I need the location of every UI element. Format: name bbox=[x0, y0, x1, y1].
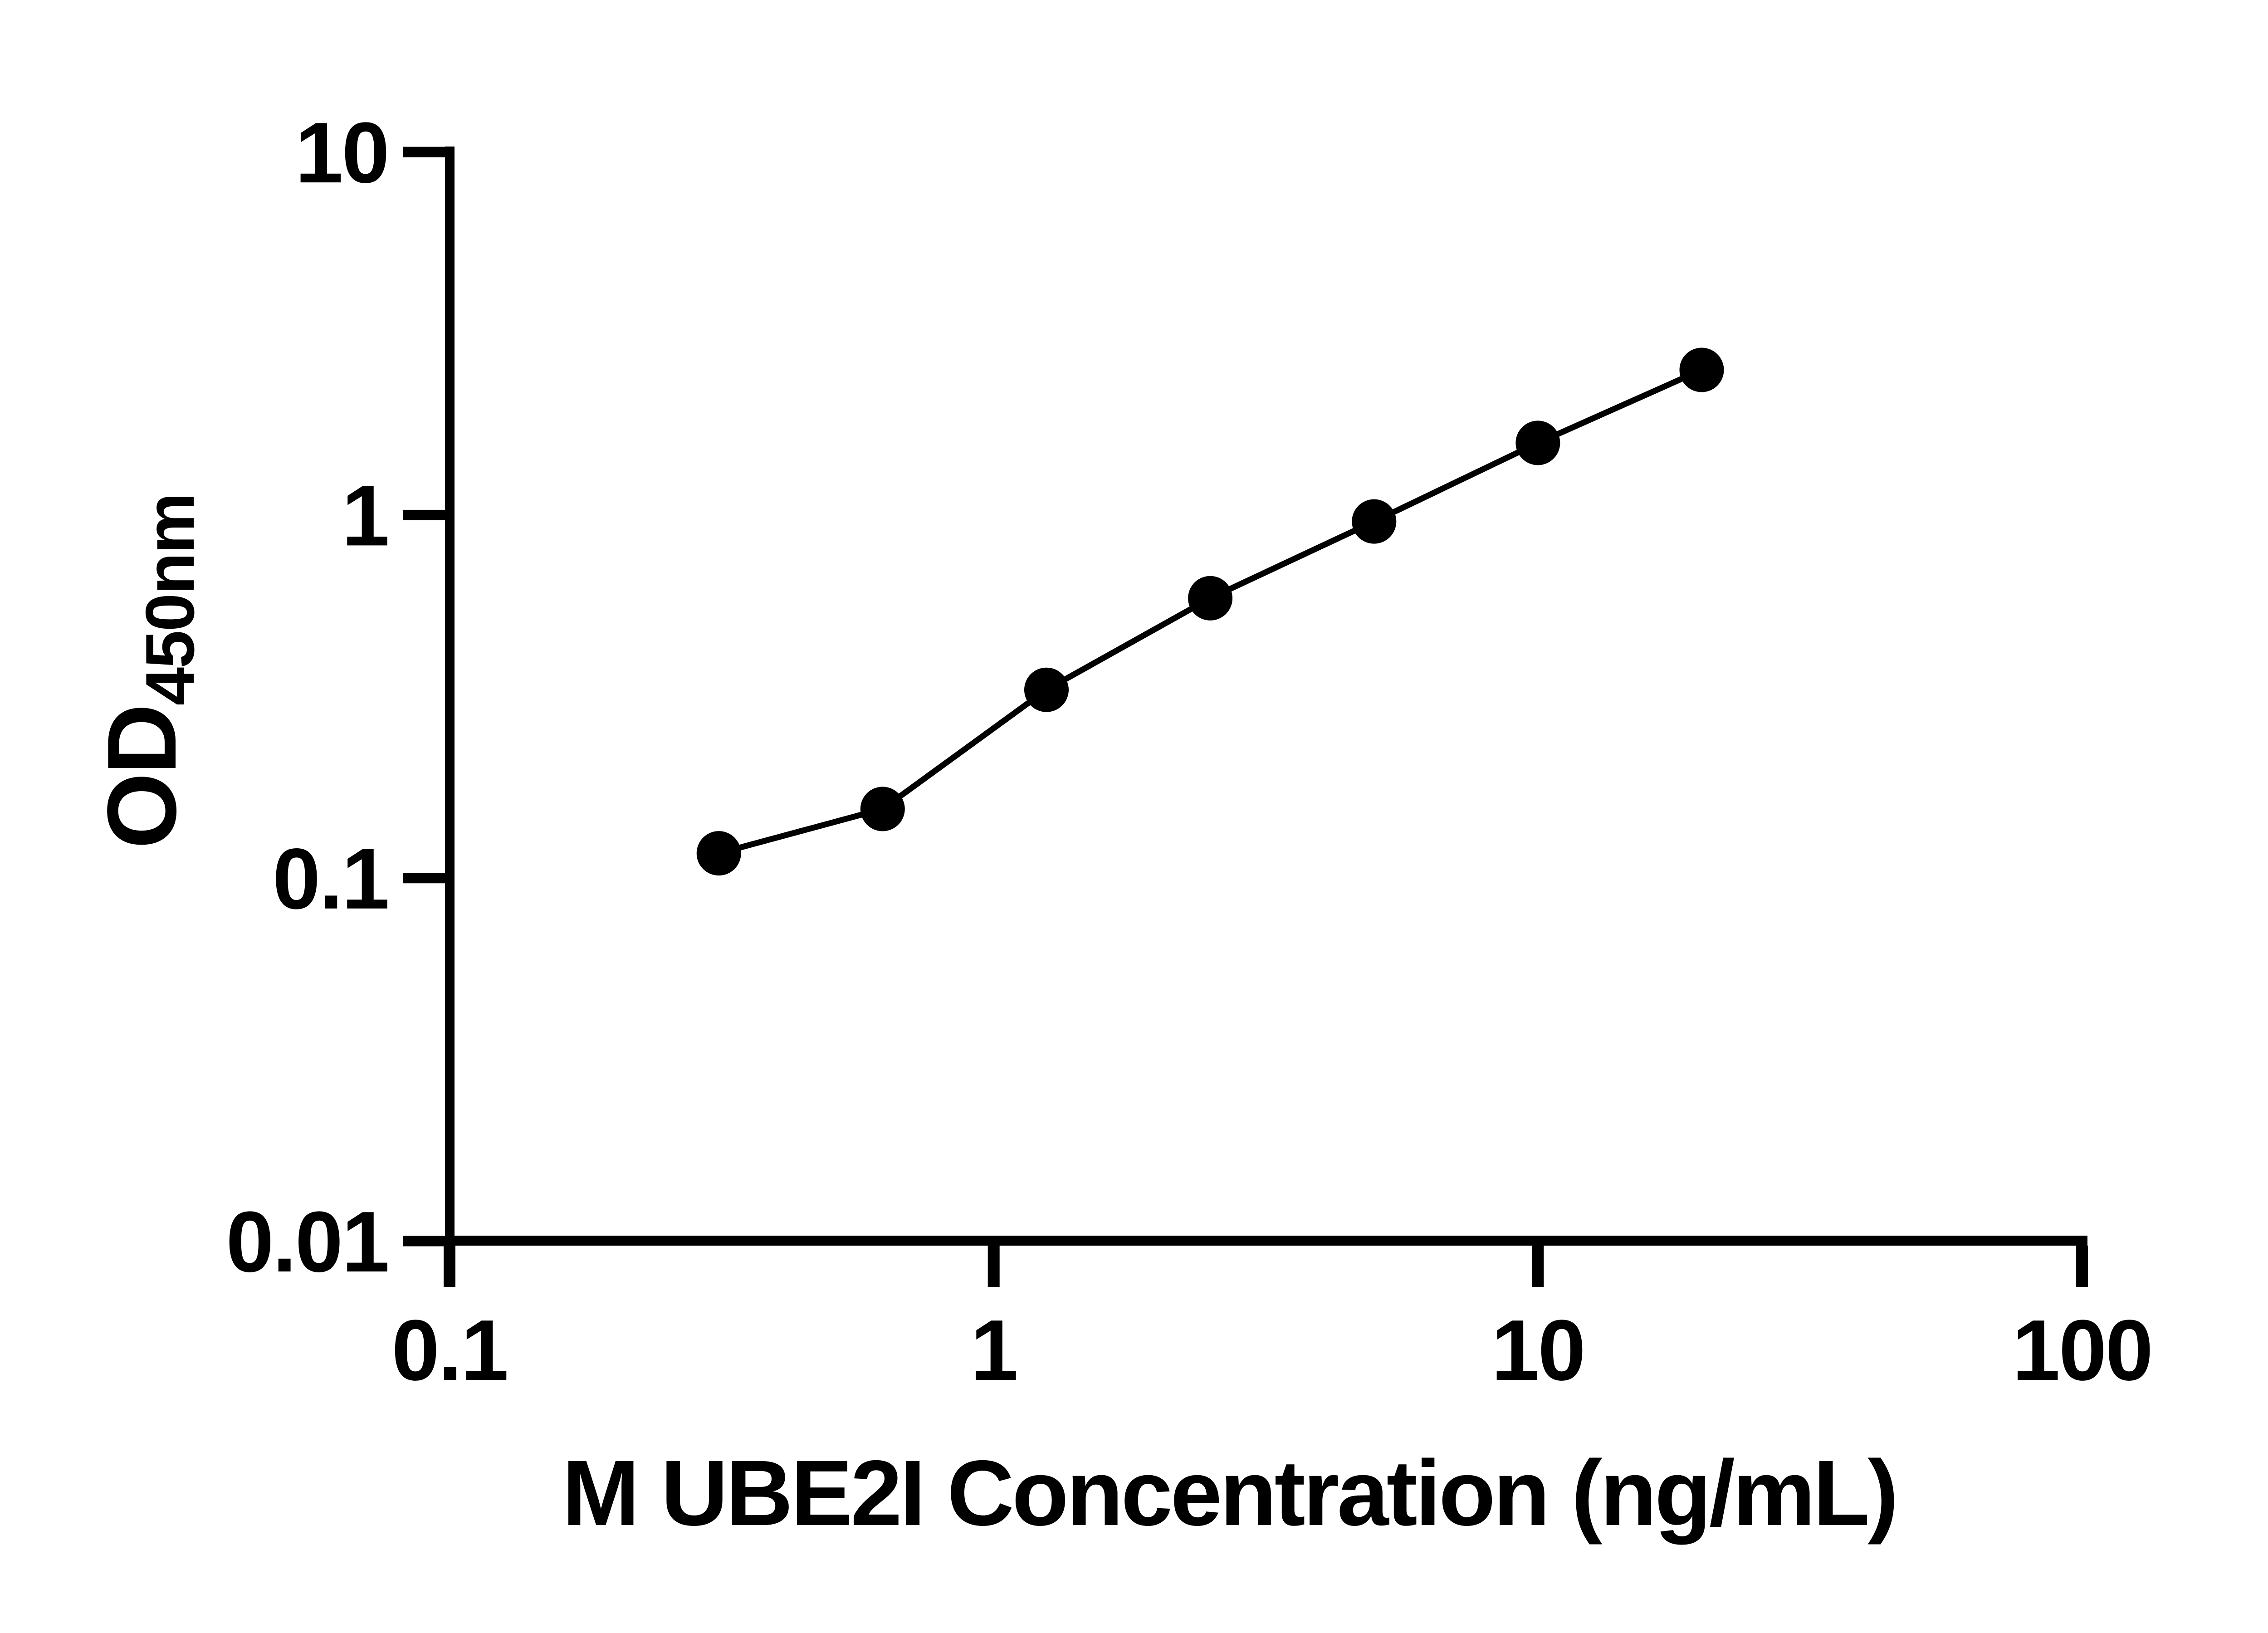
x-tick-label-0: 0.1 bbox=[391, 1302, 507, 1398]
data-point-0 bbox=[696, 831, 741, 876]
data-point-4 bbox=[1352, 499, 1397, 544]
y-tick-label-0: 10 bbox=[295, 105, 388, 201]
y-axis-title-subscript: 450nm bbox=[132, 494, 209, 706]
y-tick-label-1: 1 bbox=[342, 468, 388, 564]
axis-titles-group: M UBE2I Concentration (ng/mL) OD450nm bbox=[87, 494, 1899, 1545]
data-point-2 bbox=[1024, 667, 1069, 712]
ticks-group bbox=[403, 147, 2088, 1287]
data-point-5 bbox=[1515, 420, 1560, 465]
data-series-group bbox=[696, 347, 1724, 876]
y-axis-title-main: OD bbox=[87, 705, 196, 849]
y-tick-label-2: 0.1 bbox=[273, 831, 388, 927]
axes-group bbox=[445, 147, 2087, 1246]
x-tick-label-2: 10 bbox=[1491, 1302, 1584, 1398]
x-tick-label-1: 1 bbox=[970, 1302, 1017, 1398]
data-point-3 bbox=[1188, 576, 1233, 621]
x-axis-title: M UBE2I Concentration (ng/mL) bbox=[562, 1441, 1896, 1545]
x-tick-label-3: 100 bbox=[2012, 1302, 2152, 1398]
data-point-6 bbox=[1679, 347, 1724, 392]
y-tick-label-3: 0.01 bbox=[226, 1194, 388, 1290]
y-axis-title: OD450nm bbox=[87, 494, 209, 849]
data-point-1 bbox=[860, 787, 905, 831]
tick-labels-group: 10 1 0.1 0.01 0.1 1 10 100 bbox=[226, 105, 2153, 1398]
